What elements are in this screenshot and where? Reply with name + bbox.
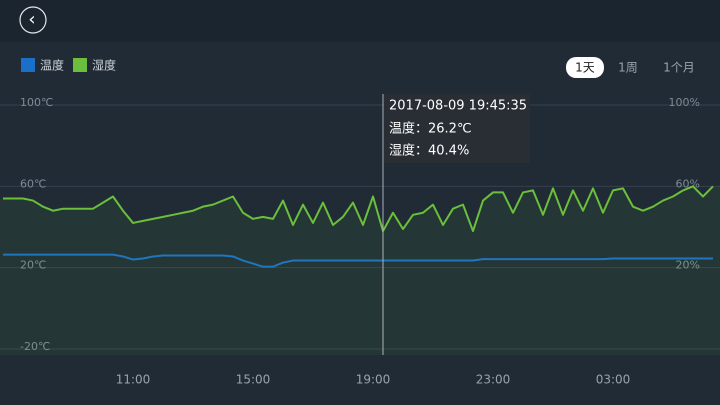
back-button[interactable] — [19, 6, 47, 34]
tooltip-line: 温度：26.2℃ — [389, 121, 472, 137]
y-tick-label: 20℃ — [20, 259, 46, 272]
x-tick-label: 15:00 — [236, 373, 271, 387]
x-tick-label: 11:00 — [116, 373, 151, 387]
x-tick-label: 19:00 — [356, 373, 391, 387]
y-tick-label: 60℃ — [20, 177, 46, 190]
tooltip-time: 2017-08-09 19:45:35 — [389, 99, 527, 114]
legend-swatch — [73, 58, 87, 72]
y2-tick-label: 20% — [676, 259, 700, 272]
line — [3, 185, 714, 233]
range-button[interactable]: 1个月 — [663, 61, 695, 75]
y-tick-label: -20℃ — [20, 340, 50, 353]
legend-label: 温度 — [40, 58, 64, 73]
line — [3, 253, 713, 268]
legend-label: 湿度 — [92, 58, 116, 73]
area — [0, 186, 720, 355]
legend-swatch — [21, 58, 35, 72]
back-icon[interactable]: ‹ — [28, 9, 35, 30]
tooltip — [384, 94, 530, 163]
range-selected[interactable] — [566, 57, 604, 78]
x-tick-label: 03:00 — [596, 373, 631, 387]
legend: 温度 湿度 — [21, 58, 116, 73]
tooltip-line: 湿度：40.4% — [389, 143, 469, 159]
top-bar — [0, 0, 720, 42]
x-tick-label: 23:00 — [476, 373, 511, 387]
range-button[interactable]: 1天 — [575, 61, 595, 75]
y2-tick-label: 100% — [669, 96, 700, 109]
y-tick-label: 100℃ — [20, 96, 53, 109]
range-button[interactable]: 1周 — [618, 61, 638, 75]
